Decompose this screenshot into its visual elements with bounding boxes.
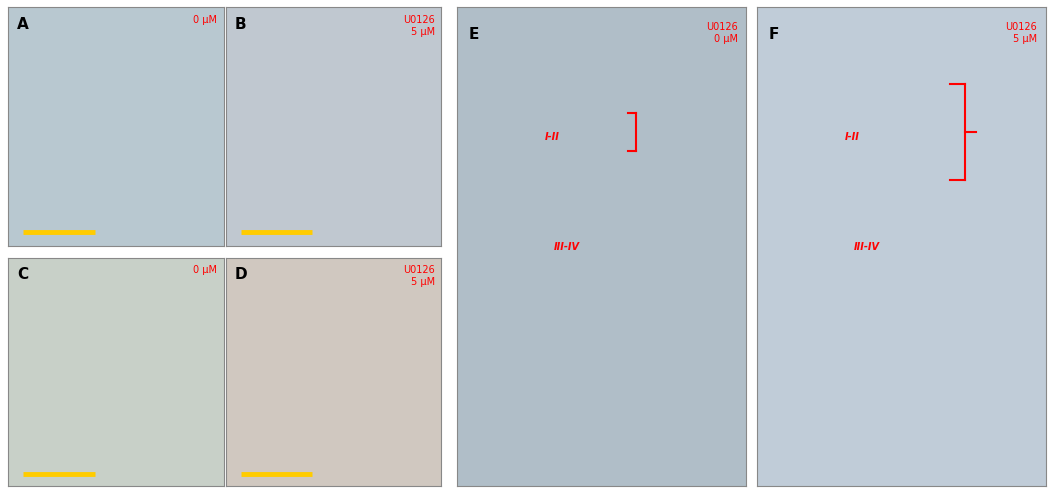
- Text: III-IV: III-IV: [554, 242, 580, 252]
- Text: 0 μM: 0 μM: [193, 15, 218, 25]
- Text: D: D: [234, 267, 247, 282]
- Text: 0 μM: 0 μM: [193, 265, 218, 274]
- Text: III-IV: III-IV: [853, 242, 880, 252]
- Text: U0126
5 μM: U0126 5 μM: [404, 265, 435, 287]
- Text: I-II: I-II: [545, 132, 560, 141]
- Text: A: A: [17, 17, 28, 32]
- Text: U0126
0 μM: U0126 0 μM: [706, 22, 738, 44]
- Text: U0126
5 μM: U0126 5 μM: [1006, 22, 1037, 44]
- Text: F: F: [768, 27, 779, 42]
- Text: U0126
5 μM: U0126 5 μM: [404, 15, 435, 37]
- Text: C: C: [17, 267, 28, 282]
- Text: E: E: [469, 27, 479, 42]
- Text: B: B: [234, 17, 246, 32]
- Text: I-II: I-II: [845, 132, 860, 141]
